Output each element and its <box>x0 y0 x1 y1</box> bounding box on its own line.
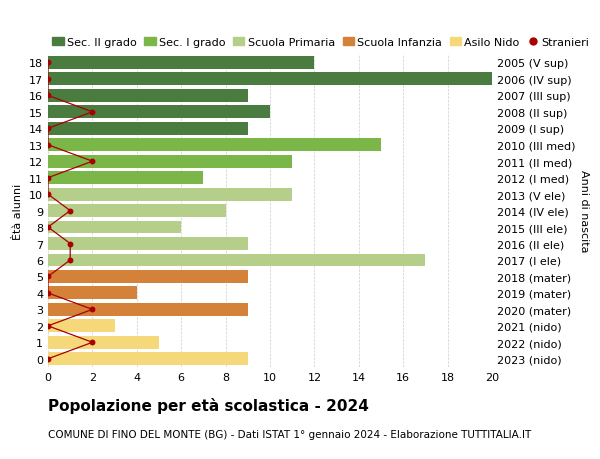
Bar <box>48 73 492 86</box>
Y-axis label: Ètà alunni: Ètà alunni <box>13 183 23 239</box>
Legend: Sec. II grado, Sec. I grado, Scuola Primaria, Scuola Infanzia, Asilo Nido, Stran: Sec. II grado, Sec. I grado, Scuola Prim… <box>48 33 594 52</box>
Bar <box>48 172 203 185</box>
Point <box>43 224 53 231</box>
Bar <box>48 221 181 234</box>
Bar <box>48 303 248 316</box>
Point <box>88 339 97 346</box>
Point <box>43 191 53 198</box>
Point <box>43 92 53 100</box>
Text: Popolazione per età scolastica - 2024: Popolazione per età scolastica - 2024 <box>48 397 369 413</box>
Point <box>43 355 53 363</box>
Point <box>88 158 97 166</box>
Bar <box>48 90 248 102</box>
Point <box>88 109 97 116</box>
Point <box>88 306 97 313</box>
Bar <box>48 139 381 152</box>
Bar <box>48 254 425 267</box>
Point <box>43 76 53 84</box>
Bar <box>48 238 248 251</box>
Point <box>65 207 75 215</box>
Bar <box>48 205 226 218</box>
Bar <box>48 188 292 201</box>
Point <box>43 174 53 182</box>
Bar <box>48 123 248 135</box>
Bar <box>48 270 248 283</box>
Bar <box>48 336 159 349</box>
Point <box>43 323 53 330</box>
Bar <box>48 156 292 168</box>
Point <box>43 125 53 133</box>
Point <box>43 142 53 149</box>
Bar <box>48 106 270 119</box>
Point <box>65 257 75 264</box>
Bar <box>48 320 115 332</box>
Point <box>43 273 53 280</box>
Text: COMUNE DI FINO DEL MONTE (BG) - Dati ISTAT 1° gennaio 2024 - Elaborazione TUTTIT: COMUNE DI FINO DEL MONTE (BG) - Dati IST… <box>48 429 531 439</box>
Bar <box>48 353 248 365</box>
Bar <box>48 57 314 70</box>
Bar <box>48 287 137 300</box>
Point <box>65 241 75 248</box>
Y-axis label: Anni di nascita: Anni di nascita <box>579 170 589 252</box>
Point <box>43 290 53 297</box>
Point <box>43 60 53 67</box>
